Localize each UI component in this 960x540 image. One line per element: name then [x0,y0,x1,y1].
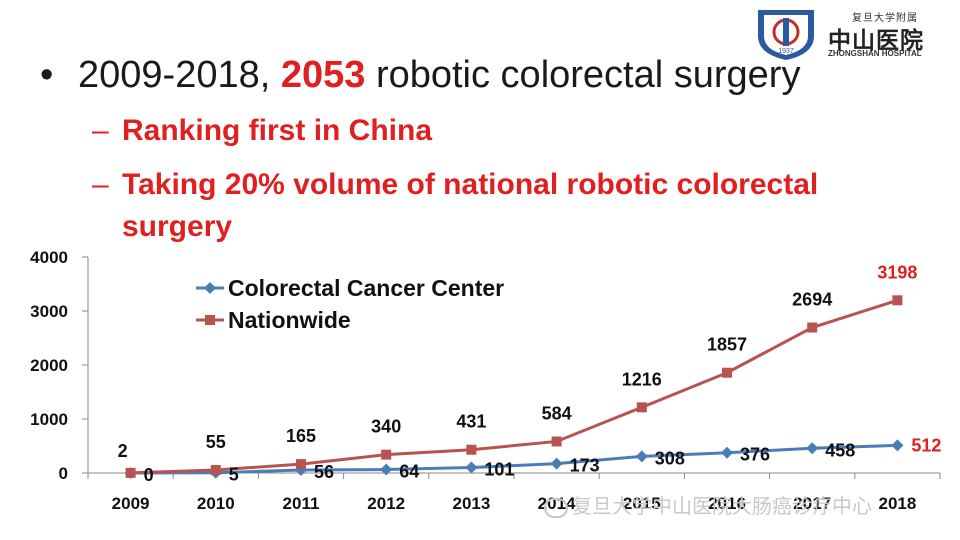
logo-name: 中山医院 [828,27,924,53]
center-data-label: 56 [314,462,334,482]
x-tick-label: 2010 [197,494,235,513]
shield-icon: 1937 [758,10,814,60]
center-data-point [465,461,478,474]
nationwide-data-label: 165 [286,426,316,446]
nationwide-data-point [722,367,732,378]
center-data-point [891,439,904,452]
nationwide-data-label: 431 [456,412,486,432]
nationwide-data-point [466,444,477,455]
y-tick-label: 4000 [30,248,68,267]
y-tick-label: 3000 [30,302,68,321]
sub-dash: – [92,168,109,201]
center-data-point [721,446,733,459]
nationwide-data-point [296,459,306,470]
nationwide-data-label: 584 [542,403,572,423]
legend-label-center: Colorectal Cancer Center [228,275,504,301]
x-tick-label: 2016 [708,494,746,513]
center-data-point [550,457,563,470]
hospital-logo: 1937 复旦大学附属 中山医院 ZHONGSHAN HOSPITAL [752,6,958,62]
center-data-label: 0 [144,465,154,485]
x-tick-label: 2017 [793,494,831,513]
center-data-label: 101 [484,460,514,480]
y-tick-label: 2000 [30,356,68,375]
center-data-point [806,442,819,455]
nationwide-data-point [636,402,647,413]
nationwide-data-label: 55 [206,432,226,452]
wechat-icon [544,497,568,518]
nationwide-data-label: 3198 [877,262,917,282]
nationwide-data-label: 2694 [792,290,832,310]
nationwide-data-point [892,295,903,306]
y-tick-label: 1000 [30,410,68,429]
sub-text: Ranking first in China [122,114,433,147]
center-data-point [635,450,648,463]
sub-text-continuation: surgery [122,210,233,243]
nationwide-data-label: 340 [371,417,401,437]
bullet-prefix: 2009-2018, [78,54,281,96]
legend-label-nationwide: Nationwide [228,307,351,333]
x-tick-label: 2011 [283,494,320,513]
x-tick-label: 2009 [112,494,150,513]
nationwide-data-label: 1857 [707,335,747,355]
y-tick-label: 0 [59,464,68,483]
series-line-nationwide [130,298,898,475]
bullet-suffix: robotic colorectal surgery [365,54,801,96]
logo-subtitle: 复旦大学附属 [852,13,918,24]
center-data-label: 64 [399,462,419,482]
center-data-label: 308 [655,448,685,468]
watermark-text: 复旦大学中山医院大肠癌诊疗中心 [572,496,872,518]
nationwide-data-label: 2 [118,441,128,461]
sub-bullet-ranking: – Ranking first in China [92,114,432,148]
center-data-label: 173 [570,456,600,476]
center-data-label: 376 [740,445,770,465]
bullet-highlight: 2053 [280,54,366,96]
nationwide-data-point [125,467,136,478]
legend-marker-nationwide [205,315,215,325]
x-tick-label: 2015 [623,494,661,513]
center-data-point [380,463,393,476]
x-tick-label: 2012 [367,494,405,513]
sub-text: Taking 20% volume of national robotic co… [122,168,819,201]
center-data-label: 5 [229,465,239,485]
nationwide-data-point [210,465,221,476]
sub-bullet-volume: – Taking 20% volume of national robotic c… [92,168,819,243]
watermark: 复旦大学中山医院大肠癌诊疗中心 [544,490,872,519]
series-line-center [130,443,898,475]
nationwide-data-point [381,449,392,460]
shield-year: 1937 [778,48,794,55]
sub-dash: – [92,114,109,147]
center-data-label: 458 [825,440,855,460]
main-bullet: • 2009-2018, 2053 robotic colorectal surg… [40,54,800,97]
nationwide-data-point [551,436,562,447]
legend-marker-center [204,282,216,294]
x-tick-label: 2018 [878,494,916,513]
bullet-dot: • [40,54,54,96]
nationwide-data-point [807,322,818,333]
logo-english-name: ZHONGSHAN HOSPITAL [828,49,922,58]
x-tick-label: 2013 [452,494,490,513]
center-data-label: 512 [911,435,941,455]
nationwide-data-label: 1216 [622,369,662,389]
